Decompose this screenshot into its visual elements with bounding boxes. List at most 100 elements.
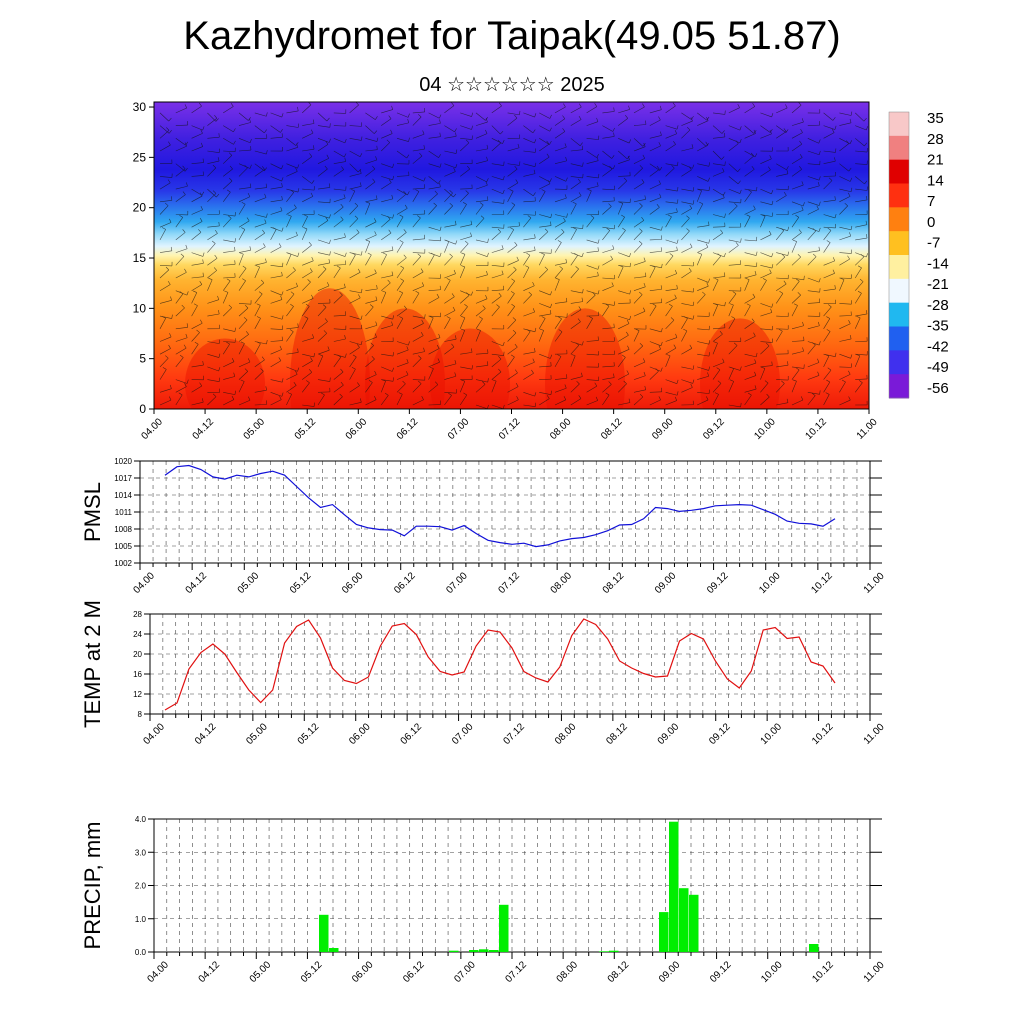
- wind-barb: [760, 234, 772, 241]
- wind-barb-flag: [181, 304, 185, 309]
- wind-barb: [223, 239, 236, 243]
- wind-barb-flag: [834, 214, 837, 219]
- y-tick-label: 15: [133, 251, 147, 265]
- colorbar-swatch: [889, 374, 909, 387]
- wind-barb: [349, 368, 356, 380]
- wind-barb: [586, 379, 599, 381]
- wind-barb-flag: [249, 138, 252, 143]
- precip-bar: [319, 914, 329, 952]
- wind-barb-flag: [403, 229, 407, 233]
- wind-barb-flag: [766, 393, 770, 398]
- wind-barb-flag: [326, 154, 329, 159]
- wind-barb: [854, 267, 862, 279]
- wind-barb: [159, 200, 172, 203]
- wind-barb-flag: [671, 165, 675, 169]
- heatmap-field: [154, 102, 869, 409]
- wind-barb: [333, 314, 346, 317]
- wind-barb: [681, 112, 692, 120]
- wind-barb: [396, 232, 407, 241]
- wind-barb: [412, 111, 425, 114]
- wind-barb: [444, 224, 457, 228]
- wind-barb: [791, 366, 804, 369]
- wind-barb-flag: [199, 382, 203, 387]
- wind-barb: [207, 299, 219, 304]
- wind-barb: [633, 261, 646, 266]
- y-axis-label: TEMP at 2 M: [80, 600, 105, 728]
- wind-barb-flag: [497, 228, 501, 233]
- wind-barb-flag: [258, 291, 263, 295]
- wind-barb-flag: [375, 296, 378, 301]
- wind-barb: [491, 341, 504, 347]
- wind-barb: [317, 349, 330, 355]
- wind-barb-flag: [322, 266, 327, 270]
- wind-barb-flag: [531, 369, 534, 374]
- wind-barb: [523, 112, 535, 118]
- wind-barb: [191, 385, 202, 393]
- wind-barb-flag: [241, 227, 245, 230]
- wind-barb: [175, 256, 185, 266]
- wind-barb-flag: [382, 252, 387, 255]
- wind-barb: [365, 112, 376, 120]
- wind-barb-flag: [424, 314, 426, 319]
- grid: [153, 818, 871, 953]
- x-tick-label: 04.12: [197, 959, 223, 985]
- wind-barb: [301, 281, 311, 291]
- x-tick-label: 07.12: [496, 570, 522, 596]
- wind-barb-flag: [455, 240, 458, 245]
- warm-core-3: [700, 318, 780, 409]
- wind-barb: [633, 106, 645, 114]
- wind-barb-flag: [532, 358, 535, 363]
- y-tick-label: 25: [133, 150, 147, 164]
- wind-barb-flag: [439, 252, 442, 257]
- y-tick-label: 2.0: [135, 882, 147, 891]
- colorbar-swatch: [889, 302, 909, 316]
- wind-barb: [349, 173, 362, 177]
- wind-barb-flag: [281, 227, 284, 232]
- wind-barb: [412, 256, 422, 266]
- wind-barb-flag: [627, 155, 630, 160]
- wind-barb: [507, 372, 518, 380]
- wind-barb-flag: [434, 190, 438, 195]
- wind-barb-flag: [638, 240, 643, 245]
- wind-barb: [523, 214, 536, 216]
- wind-barb: [791, 121, 804, 126]
- wind-barb-flag: [186, 323, 189, 328]
- wind-barb: [807, 277, 820, 283]
- wind-barb-flag: [199, 102, 202, 107]
- wind-barb: [744, 106, 755, 114]
- wind-barb-flag: [532, 129, 536, 134]
- wind-barb-flag: [281, 183, 283, 188]
- wind-barb-flag: [214, 229, 218, 234]
- wind-barb-flag: [406, 346, 409, 351]
- wind-barb: [712, 171, 725, 177]
- wind-barb: [412, 323, 424, 330]
- wind-barb-flag: [546, 395, 550, 399]
- wind-barb-flag: [575, 266, 579, 270]
- wind-barb: [286, 327, 299, 330]
- wind-barb: [175, 394, 183, 406]
- wind-barb-flag: [400, 265, 405, 269]
- wind-barb: [602, 365, 615, 368]
- wind-barb: [396, 349, 409, 355]
- wind-barb-flag: [455, 132, 457, 137]
- wind-barb: [665, 400, 677, 406]
- y-tick-label: 5: [139, 352, 146, 366]
- wind-barb-flag: [546, 153, 550, 158]
- wind-barb-flag: [750, 152, 755, 157]
- wind-barb-flag: [737, 180, 741, 185]
- wind-barb: [270, 163, 282, 170]
- wind-barb: [286, 216, 292, 228]
- wind-barb-flag: [692, 164, 695, 169]
- wind-barb: [254, 232, 265, 241]
- wind-barb-flag: [212, 393, 217, 397]
- warm-core-2: [545, 308, 625, 409]
- wind-barb-flag: [827, 227, 832, 231]
- wind-barb: [365, 358, 375, 368]
- wind-barb-flag: [295, 167, 298, 172]
- wind-barb: [475, 330, 481, 342]
- wind-barb-flag: [293, 382, 297, 386]
- wind-barb: [649, 145, 661, 152]
- wind-barb-flag: [218, 310, 220, 315]
- wind-barb-flag: [626, 155, 631, 160]
- wind-barb-flag: [752, 293, 756, 298]
